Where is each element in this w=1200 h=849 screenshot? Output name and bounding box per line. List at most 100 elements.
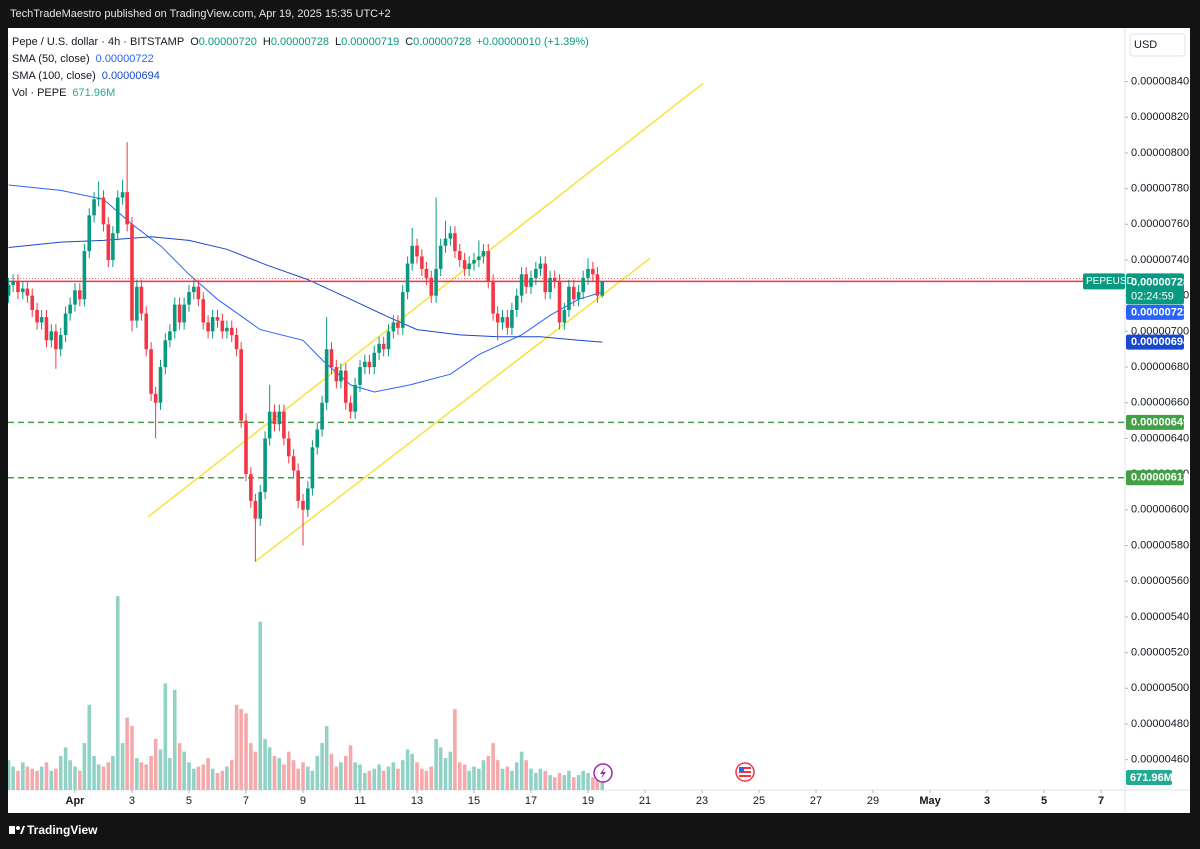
- volume-bar: [524, 760, 528, 790]
- legend-ohlc-key: L: [335, 36, 341, 48]
- candle-body: [538, 263, 543, 269]
- sma-tag-box: [1126, 304, 1184, 320]
- x-tick-label: 19: [582, 795, 594, 807]
- countdown: 02:24:59: [1131, 290, 1174, 302]
- volume-bar: [144, 764, 149, 790]
- x-tick-label: 27: [810, 795, 822, 807]
- y-tick-label: 0.00000760: [1131, 218, 1189, 230]
- legend-volume-value: 671.96M: [72, 87, 115, 99]
- candle-body: [491, 281, 495, 314]
- candle-body: [457, 251, 462, 260]
- candle-body: [106, 224, 111, 260]
- volume-bar: [229, 760, 234, 790]
- volume-bar: [472, 766, 476, 790]
- volume-bar: [78, 770, 82, 790]
- volume-bar: [534, 772, 538, 790]
- volume-bar: [291, 760, 296, 790]
- sma-tag-box: [1126, 334, 1184, 350]
- currency-box[interactable]: [1129, 33, 1186, 57]
- volume-bar: [415, 762, 419, 790]
- volume-bar: [296, 768, 300, 790]
- x-tick-label: 17: [525, 795, 537, 807]
- volume-bar: [215, 772, 220, 790]
- candle-body: [192, 286, 196, 293]
- volume-bar: [220, 770, 225, 790]
- candle-body: [125, 192, 129, 225]
- volume-bar: [500, 768, 505, 790]
- volume-layer: [8, 596, 605, 790]
- candle-body: [510, 309, 514, 328]
- footer-brand: TradingView: [27, 823, 98, 837]
- legend-sma-name: SMA (50, close): [12, 53, 90, 65]
- candle-body: [372, 352, 377, 368]
- candle-body: [552, 277, 557, 282]
- x-tick-label: 5: [186, 795, 192, 807]
- candle-body: [358, 367, 362, 385]
- volume-bar: [101, 766, 106, 790]
- x-tick-label: 25: [753, 795, 765, 807]
- candle-body: [149, 349, 153, 394]
- candle-body: [201, 299, 206, 323]
- candle-body: [534, 268, 538, 278]
- volume-bar: [54, 768, 58, 790]
- y-tick-label: 0.00000500: [1131, 682, 1189, 694]
- volume-bar: [462, 764, 467, 790]
- level-tag: 0.00000618: [1131, 472, 1189, 484]
- candle-body: [239, 349, 243, 421]
- candle-body: [600, 281, 605, 296]
- volume-bar: [158, 749, 163, 790]
- candle-body: [87, 215, 92, 252]
- candle-body: [591, 268, 595, 275]
- candle-body: [353, 384, 357, 412]
- volume-bar: [8, 760, 11, 790]
- volume-bar: [30, 768, 35, 790]
- candle-body: [25, 288, 30, 296]
- volume-tag: 671.96M: [1130, 772, 1173, 784]
- x-tick-label: 5: [1041, 795, 1047, 807]
- ticker-tag: PEPEUSD: [1086, 276, 1134, 287]
- candle-body: [282, 411, 286, 439]
- volume-bar: [529, 768, 533, 790]
- legend-sma-line: SMA (100, close) 0.00000694: [12, 70, 160, 82]
- y-tick-label: 0.00000740: [1131, 254, 1189, 266]
- volume-bar: [106, 762, 111, 790]
- candle-body: [30, 295, 35, 310]
- event-icon-glyph: [739, 767, 751, 777]
- candle-body: [462, 259, 467, 269]
- candle-body: [567, 286, 571, 310]
- event-icon-glyph: [739, 773, 751, 775]
- candle-body: [595, 274, 600, 296]
- volume-bar: [63, 747, 68, 790]
- volume-bar: [600, 775, 605, 790]
- candle-body: [443, 238, 448, 246]
- candle-body: [163, 340, 168, 368]
- candle-body: [529, 277, 533, 287]
- legend-ohlc-key: H: [263, 36, 271, 48]
- volume-bar: [210, 768, 215, 790]
- candle-body: [73, 290, 77, 305]
- currency: USD: [1134, 39, 1157, 51]
- volume-bar: [239, 709, 243, 790]
- y-tick-label: 0.00000640: [1131, 432, 1189, 444]
- x-tick-label: Apr: [66, 795, 86, 807]
- volume-bar: [424, 770, 429, 790]
- volume-bar: [457, 762, 462, 790]
- candle-body: [63, 313, 68, 335]
- volume-bar: [448, 751, 453, 790]
- candle-body: [35, 309, 39, 323]
- x-tick-label: 13: [411, 795, 423, 807]
- volume-bar: [139, 762, 144, 790]
- x-tick-label: May: [919, 795, 941, 807]
- volume-bar: [82, 743, 87, 790]
- volume-bar: [282, 764, 286, 790]
- sma-tag: 0.00000722: [1131, 306, 1189, 318]
- legend-change: +0.00000010 (+1.39%): [476, 36, 589, 48]
- volume-bar: [244, 713, 248, 790]
- axis-layer: 0.00000460 0.00000480 0.00000500 0.00000520…: [66, 75, 1190, 806]
- candle-body: [101, 197, 106, 225]
- volume-bar: [405, 749, 410, 790]
- volume-bar: [396, 768, 400, 790]
- legend-volume-line: Vol · PEPE 671.96M: [12, 87, 115, 99]
- candle-body: [581, 277, 585, 293]
